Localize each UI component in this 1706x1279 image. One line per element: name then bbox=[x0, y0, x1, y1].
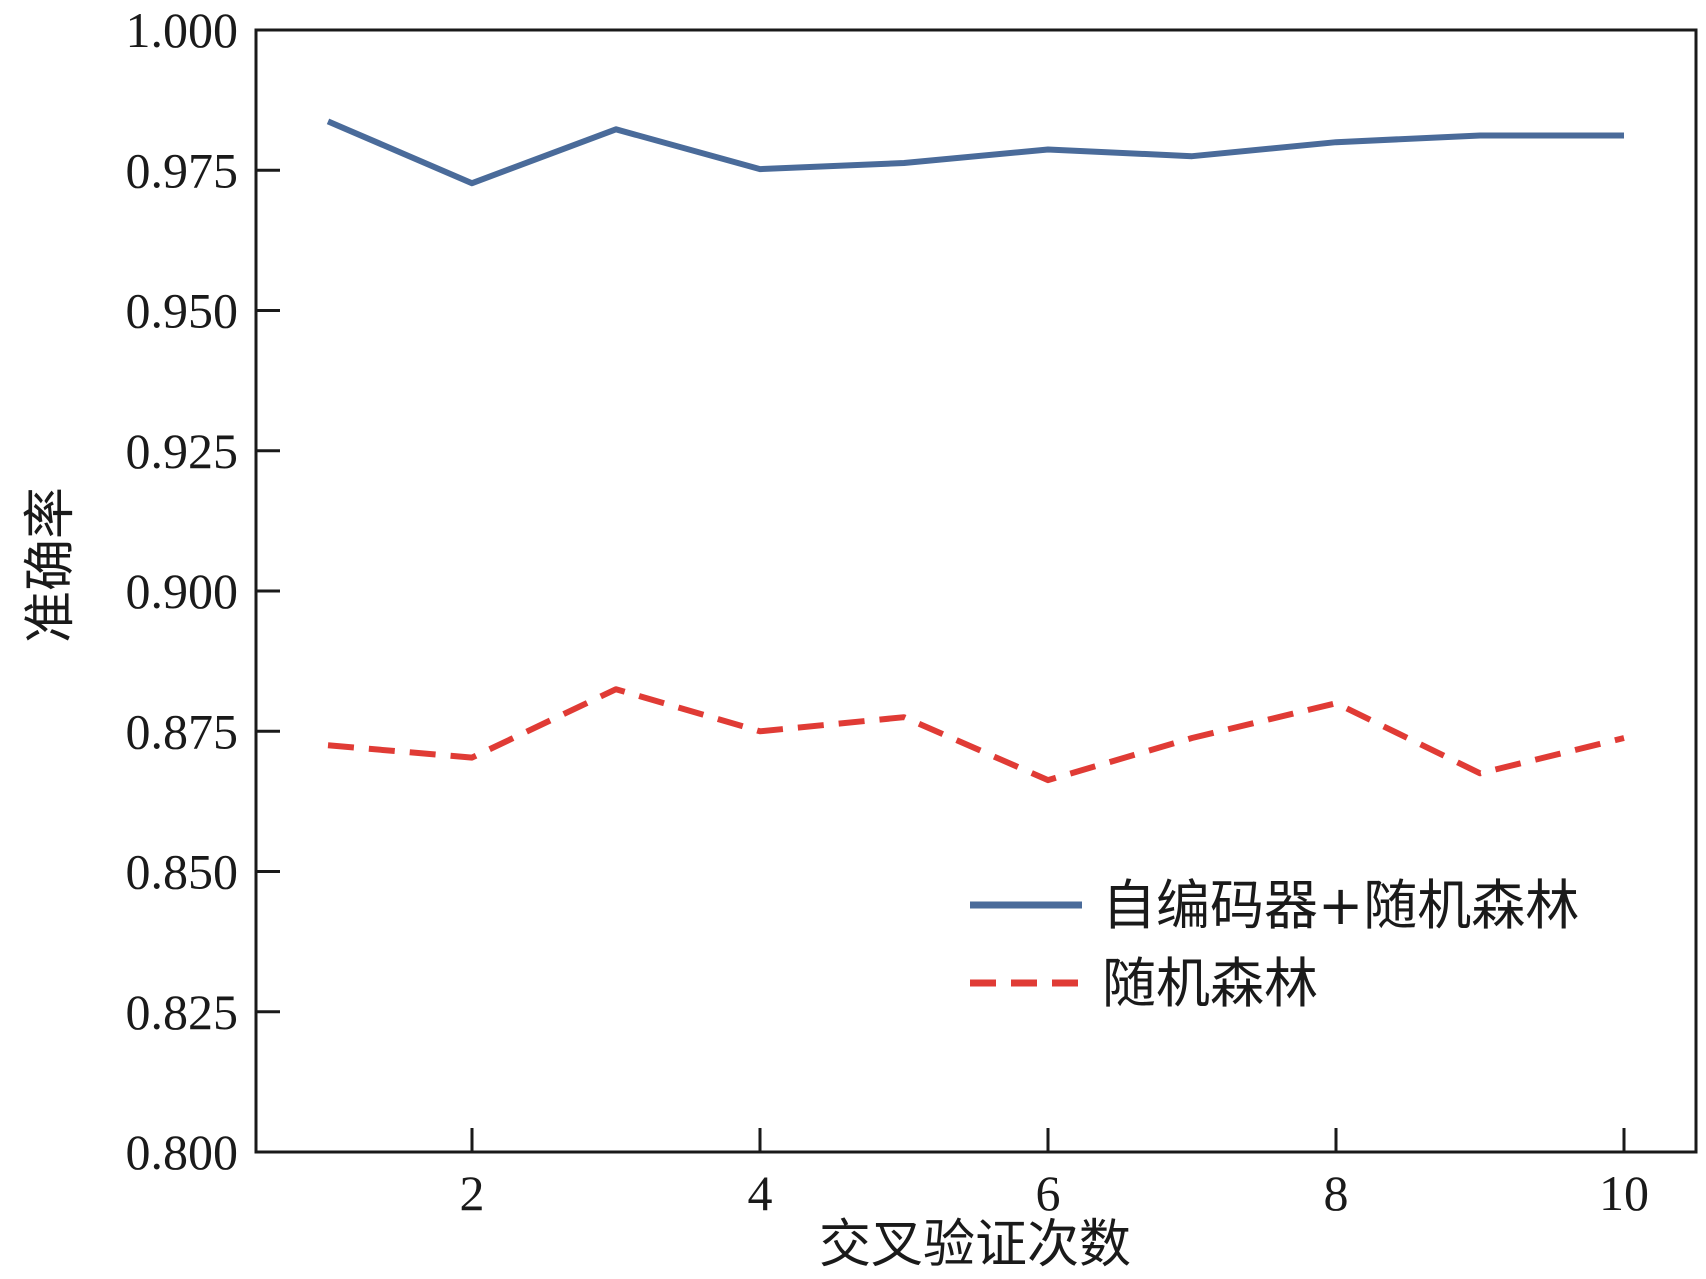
y-tick-label: 0.850 bbox=[126, 844, 239, 900]
y-axis: 0.800 0.825 0.850 0.875 0.900 0.925 0.950 0.975… bbox=[126, 2, 280, 1180]
x-tick-label: 8 bbox=[1324, 1165, 1349, 1221]
series-line-0 bbox=[326, 118, 1624, 187]
x-axis-title: 交叉验证次数 bbox=[819, 1215, 1131, 1275]
series-layer bbox=[326, 118, 1625, 784]
legend-label-rf: 随机森林 bbox=[1102, 952, 1318, 1015]
legend: 自编码器+随机森林 随机森林 bbox=[970, 874, 1579, 1015]
legend-label-autoencoder-rf: 自编码器+随机森林 bbox=[1102, 874, 1579, 937]
x-tick-label: 2 bbox=[460, 1165, 485, 1221]
x-tick-label: 4 bbox=[748, 1165, 773, 1221]
y-tick-label: 0.925 bbox=[126, 423, 239, 479]
series-line-1 bbox=[327, 686, 1625, 784]
y-tick-label: 0.875 bbox=[126, 703, 239, 759]
y-tick-label: 0.975 bbox=[126, 142, 239, 198]
x-axis: 2 4 6 8 10 bbox=[460, 1128, 1649, 1221]
y-tick-label: 1.000 bbox=[126, 2, 239, 58]
y-tick-label: 0.825 bbox=[126, 984, 239, 1040]
y-tick-label: 0.900 bbox=[126, 563, 239, 619]
x-tick-label: 6 bbox=[1036, 1165, 1061, 1221]
y-axis-title: 准确率 bbox=[21, 487, 81, 643]
y-tick-label: 0.950 bbox=[126, 283, 239, 339]
x-tick-label: 10 bbox=[1599, 1165, 1649, 1221]
y-tick-label: 0.800 bbox=[126, 1124, 239, 1180]
